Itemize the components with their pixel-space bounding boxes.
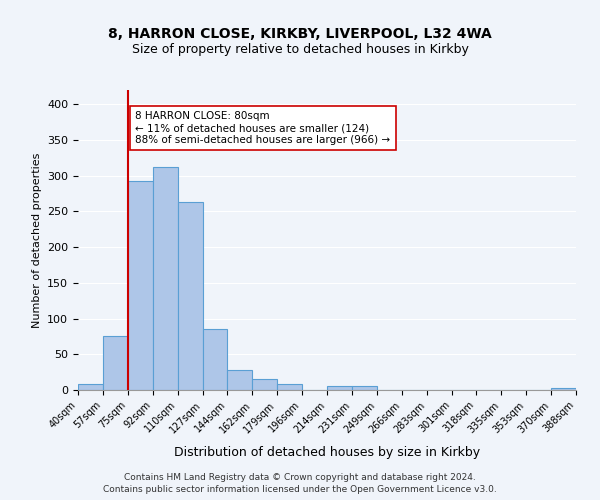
Bar	[203, 330, 227, 390]
X-axis label: Distribution of detached houses by size in Kirkby: Distribution of detached houses by size …	[174, 446, 480, 458]
Bar	[352, 386, 377, 390]
Y-axis label: Number of detached properties: Number of detached properties	[32, 152, 41, 328]
Bar	[551, 388, 576, 390]
Text: Contains public sector information licensed under the Open Government Licence v3: Contains public sector information licen…	[103, 485, 497, 494]
Bar	[227, 370, 253, 390]
Bar	[327, 386, 352, 390]
Bar	[78, 384, 103, 390]
Bar	[277, 384, 302, 390]
Text: Contains HM Land Registry data © Crown copyright and database right 2024.: Contains HM Land Registry data © Crown c…	[124, 472, 476, 482]
Bar	[152, 167, 178, 390]
Bar	[178, 202, 203, 390]
Text: 8, HARRON CLOSE, KIRKBY, LIVERPOOL, L32 4WA: 8, HARRON CLOSE, KIRKBY, LIVERPOOL, L32 …	[108, 28, 492, 42]
Text: Size of property relative to detached houses in Kirkby: Size of property relative to detached ho…	[131, 42, 469, 56]
Text: 8 HARRON CLOSE: 80sqm
← 11% of detached houses are smaller (124)
88% of semi-det: 8 HARRON CLOSE: 80sqm ← 11% of detached …	[135, 112, 391, 144]
Bar	[103, 336, 128, 390]
Bar	[253, 378, 277, 390]
Bar	[128, 180, 153, 390]
